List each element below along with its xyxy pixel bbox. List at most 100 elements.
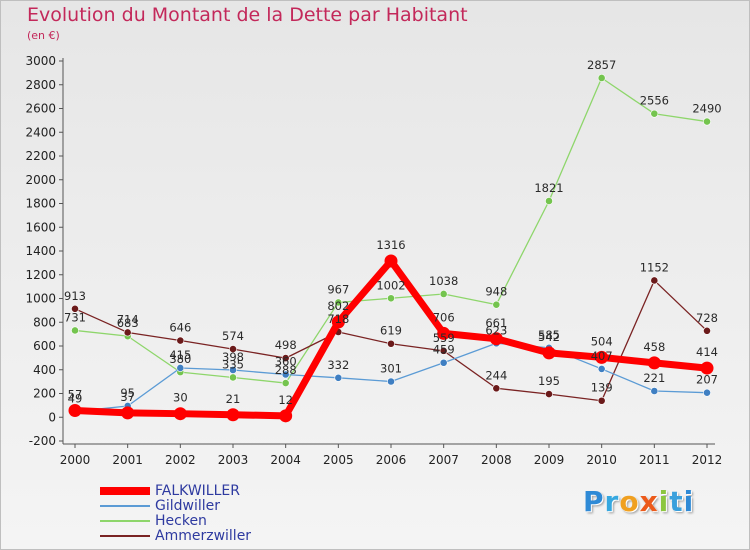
logo-letter: P bbox=[583, 485, 605, 518]
data-label-falkwiller: 414 bbox=[696, 345, 718, 359]
x-tick-label: 2012 bbox=[692, 453, 723, 467]
data-label-gildwiller: 415 bbox=[169, 348, 191, 362]
data-point-ammerzwiller bbox=[492, 384, 501, 393]
y-tick-label: 200 bbox=[33, 387, 56, 401]
data-label-hecken: 948 bbox=[485, 285, 507, 299]
data-point-hecken bbox=[71, 326, 79, 335]
data-point-gildwiller bbox=[650, 387, 659, 395]
legend-label-gildwiller: Gildwiller bbox=[155, 498, 221, 514]
series-gildwiller bbox=[71, 339, 711, 416]
data-label-hecken: 1821 bbox=[534, 181, 563, 195]
chart-subtitle: (en €) bbox=[27, 29, 60, 42]
logo-letter: i bbox=[683, 485, 695, 518]
y-tick-label: 2600 bbox=[25, 102, 56, 116]
data-label-ammerzwiller: 139 bbox=[591, 381, 613, 395]
data-label-ammerzwiller: 574 bbox=[222, 329, 244, 343]
data-label-gildwiller: 360 bbox=[275, 355, 297, 369]
data-point-gildwiller bbox=[387, 377, 395, 386]
data-point-falkwiller bbox=[279, 409, 293, 423]
data-point-ammerzwiller bbox=[281, 354, 290, 363]
data-label-hecken: 683 bbox=[117, 316, 139, 330]
data-label-ammerzwiller: 498 bbox=[275, 338, 297, 352]
data-point-ammerzwiller bbox=[387, 339, 395, 348]
y-tick-label: 800 bbox=[33, 315, 56, 329]
data-label-gildwiller: 207 bbox=[696, 373, 718, 387]
legend-swatch-falkwiller bbox=[100, 487, 150, 495]
legend-swatch-gildwiller bbox=[100, 505, 150, 507]
series-ammerzwiller bbox=[71, 276, 711, 405]
data-point-ammerzwiller bbox=[229, 345, 237, 353]
x-tick-label: 2007 bbox=[428, 453, 459, 467]
x-tick-label: 2008 bbox=[481, 453, 512, 467]
data-label-falkwiller: 504 bbox=[591, 334, 613, 348]
y-tick-label: 2200 bbox=[25, 149, 56, 163]
data-label-ammerzwiller: 714 bbox=[117, 312, 139, 326]
data-point-falkwiller bbox=[384, 254, 398, 268]
data-point-falkwiller bbox=[331, 315, 345, 329]
data-label-ammerzwiller: 728 bbox=[696, 311, 718, 325]
x-tick-label: 2001 bbox=[112, 453, 143, 467]
y-tick-label: 400 bbox=[33, 363, 56, 377]
x-tick-label: 2005 bbox=[323, 453, 354, 467]
data-label-hecken: 1002 bbox=[376, 278, 405, 292]
y-tick-label: 2000 bbox=[25, 173, 56, 187]
y-tick-label: 3000 bbox=[25, 54, 56, 68]
y-tick-label: 600 bbox=[33, 339, 56, 353]
x-tick-label: 2009 bbox=[534, 453, 565, 467]
data-label-hecken: 2556 bbox=[640, 94, 669, 108]
x-tick-label: 2011 bbox=[639, 453, 670, 467]
y-tick-label: 1600 bbox=[25, 220, 56, 234]
logo-letter: o bbox=[619, 485, 640, 518]
data-point-hecken bbox=[439, 290, 448, 298]
data-label-gildwiller: 332 bbox=[327, 358, 349, 372]
data-label-ammerzwiller: 718 bbox=[327, 312, 349, 326]
data-point-falkwiller bbox=[595, 350, 609, 364]
data-label-hecken: 2490 bbox=[692, 102, 721, 116]
data-point-hecken bbox=[334, 298, 343, 307]
data-point-falkwiller bbox=[647, 356, 661, 370]
data-label-gildwiller: 301 bbox=[380, 362, 402, 376]
data-label-ammerzwiller: 619 bbox=[380, 324, 402, 338]
data-point-ammerzwiller bbox=[597, 396, 606, 405]
data-point-ammerzwiller bbox=[123, 328, 132, 337]
data-point-falkwiller bbox=[489, 332, 503, 346]
data-label-ammerzwiller: 559 bbox=[433, 331, 455, 345]
data-point-gildwiller bbox=[334, 373, 343, 382]
series-hecken bbox=[71, 74, 711, 387]
data-point-hecken bbox=[387, 294, 395, 303]
data-point-falkwiller bbox=[542, 346, 556, 360]
data-point-gildwiller bbox=[281, 370, 290, 379]
chart-axes: -200 0 200 400 600 800 1000 1200 1400 1600 1800 200… bbox=[25, 54, 722, 467]
logo-letter: x bbox=[639, 485, 659, 518]
x-tick-label: 2004 bbox=[270, 453, 301, 467]
data-label-hecken: 731 bbox=[64, 310, 86, 324]
data-point-falkwiller bbox=[226, 408, 240, 422]
y-tick-label: 1400 bbox=[25, 244, 56, 258]
x-tick-label: 2000 bbox=[60, 453, 91, 467]
data-point-gildwiller bbox=[229, 366, 237, 374]
data-label-hecken: 2857 bbox=[587, 58, 616, 72]
series-layer bbox=[68, 74, 714, 423]
data-point-hecken bbox=[545, 197, 553, 205]
data-point-gildwiller bbox=[703, 388, 711, 397]
legend-label-falkwiller: FALKWILLER bbox=[155, 483, 240, 499]
data-label-falkwiller: 30 bbox=[173, 391, 188, 405]
proxiti-logo: Proxiti bbox=[583, 485, 694, 518]
x-tick-label: 2010 bbox=[586, 453, 617, 467]
y-tick-label: -200 bbox=[29, 434, 56, 448]
data-point-hecken bbox=[703, 117, 711, 126]
legend-label-hecken: Hecken bbox=[155, 513, 207, 529]
data-labels-layer: 731 683 380 335 288 967 1002 1038 948 1821 2857 255… bbox=[64, 58, 722, 407]
y-tick-label: 0 bbox=[48, 410, 56, 424]
data-label-hecken: 1038 bbox=[429, 274, 458, 288]
data-label-falkwiller: 661 bbox=[485, 316, 507, 330]
data-label-falkwiller: 1316 bbox=[376, 238, 405, 252]
data-point-gildwiller bbox=[439, 358, 448, 367]
data-label-gildwiller: 398 bbox=[222, 350, 244, 364]
data-label-gildwiller: 407 bbox=[591, 349, 613, 363]
logo-letter: t bbox=[669, 485, 684, 518]
data-label-hecken: 967 bbox=[327, 282, 349, 296]
data-label-ammerzwiller: 195 bbox=[538, 374, 560, 388]
y-tick-label: 1000 bbox=[25, 292, 56, 306]
